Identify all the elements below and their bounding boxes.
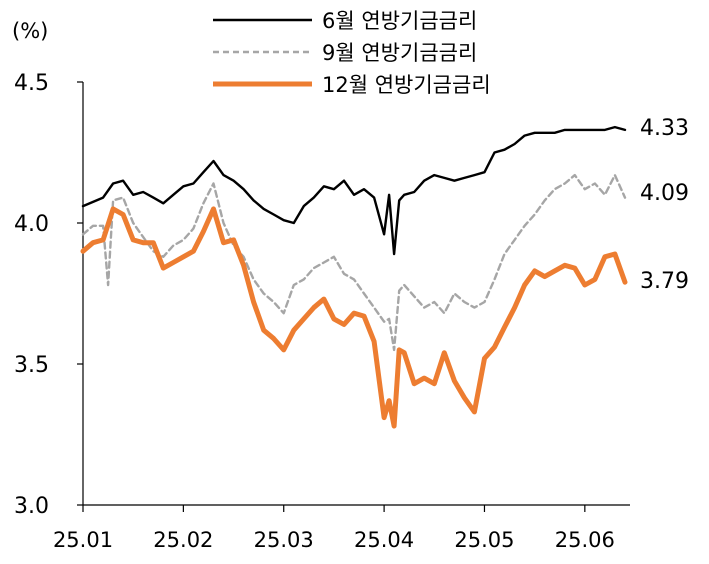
y-tick-label: 3.0 [14,494,49,519]
x-tick-label: 25.06 [555,528,615,552]
axes: 3.0 3.5 4.0 4.5 25.01 25.02 25.03 25.04 25.05 25.… [14,71,630,552]
y-tick-label: 4.5 [14,71,49,96]
y-unit-label: (%) [12,19,48,43]
end-value-label: 4.33 [640,116,689,141]
x-tick-label: 25.04 [354,528,414,552]
x-tick-label: 25.02 [153,528,213,552]
end-value-label: 4.09 [640,181,689,206]
series-line-2 [81,173,627,352]
series-line-3 [80,206,628,429]
end-value-label: 3.79 [640,269,689,294]
x-tick-label: 25.05 [454,528,514,552]
legend-label: 12월 연방기금금리 [322,73,491,97]
y-tick-label: 3.5 [14,353,49,378]
legend-label: 9월 연방기금금리 [322,41,477,65]
end-labels: 4.33 4.09 3.79 [640,116,689,294]
series-layer [80,125,628,429]
legend: 6월 연방기금금리 9월 연방기금금리 12월 연방기금금리 [213,9,491,97]
x-tick-label: 25.03 [254,528,314,552]
series-line-1 [81,125,627,256]
y-tick-label: 4.0 [14,212,49,237]
x-tick-label: 25.01 [53,528,113,552]
legend-label: 6월 연방기금금리 [322,9,477,33]
